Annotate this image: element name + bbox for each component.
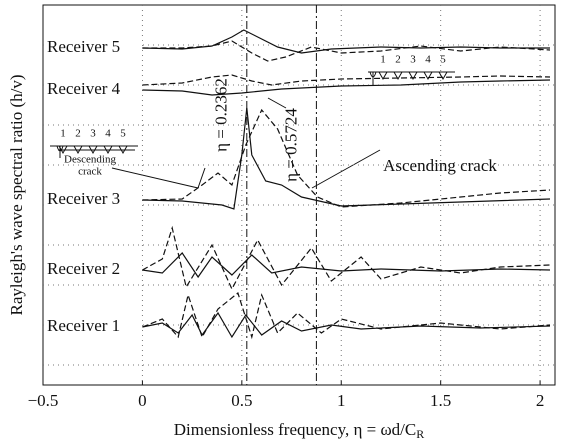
- reference-label: η = 0.2362: [212, 78, 231, 152]
- receiver-label: Receiver 3: [47, 189, 120, 208]
- receiver-label: Receiver 1: [47, 316, 120, 335]
- curve-dashed: [142, 108, 551, 208]
- receiver-number: 2: [75, 128, 81, 140]
- receiver-triangle: [393, 71, 403, 81]
- curve-solid: [142, 252, 551, 279]
- curve-dashed: [142, 40, 551, 62]
- receiver-number: 3: [410, 54, 416, 66]
- receiver-label-bg: [46, 317, 142, 337]
- receiver-triangle: [118, 145, 128, 155]
- x-axis-title-subscript: R: [416, 427, 424, 441]
- receiver-label-bg: [46, 38, 142, 58]
- receiver-number: 1: [380, 54, 386, 66]
- inset-label: Ascending crack: [383, 156, 497, 175]
- curve-dashed: [142, 225, 551, 291]
- receiver-number: 4: [105, 128, 111, 140]
- receiver-triangle: [438, 71, 448, 81]
- x-tick-label: 2: [536, 391, 545, 410]
- x-tick-label: 0.5: [231, 391, 252, 410]
- receiver-triangle: [103, 145, 113, 155]
- receiver-number: 2: [395, 54, 401, 66]
- receiver-triangle: [408, 71, 418, 81]
- receiver-triangle: [378, 71, 388, 81]
- x-tick-label: −0.5: [28, 391, 59, 410]
- x-tick-label: 1.5: [430, 391, 451, 410]
- receiver-label: Receiver 2: [47, 259, 120, 278]
- curve-dashed: [142, 74, 551, 86]
- x-tick-label: 1: [337, 391, 346, 410]
- curve-solid: [142, 79, 551, 96]
- curve-dashed: [142, 291, 551, 340]
- receiver-number: 5: [120, 128, 126, 140]
- curve-solid: [142, 29, 550, 54]
- receiver-triangle: [88, 145, 98, 155]
- receiver-number: 3: [90, 128, 96, 140]
- y-axis-title: Rayleigh's wave spectral ratio (h/v): [7, 75, 26, 316]
- reference-label: η = 0.5724: [281, 108, 300, 182]
- x-axis-title-text: Dimensionless frequency, η = ωd/C: [174, 420, 416, 439]
- receiver-triangle: [73, 145, 83, 155]
- receiver-triangle: [58, 145, 68, 155]
- receiver-label-bg: [46, 260, 142, 280]
- receiver-number: 4: [425, 54, 431, 66]
- receiver-label-bg: [46, 190, 142, 210]
- receiver-number: 1: [60, 128, 66, 140]
- curve-solid: [142, 107, 551, 210]
- receiver-number: 5: [440, 54, 446, 66]
- annotation-arrows: [111, 97, 381, 189]
- inset-label: crack: [78, 166, 102, 178]
- x-tick-label: 0: [138, 391, 147, 410]
- receiver-label: Receiver 4: [47, 79, 121, 98]
- plot-frame: [42, 4, 556, 386]
- receiver-label-bg: [46, 80, 142, 100]
- receiver-triangle: [423, 71, 433, 81]
- x-axis-title: Dimensionless frequency, η = ωd/CR: [174, 420, 424, 441]
- inset-label: Descending: [64, 154, 116, 166]
- receiver-label: Receiver 5: [47, 37, 120, 56]
